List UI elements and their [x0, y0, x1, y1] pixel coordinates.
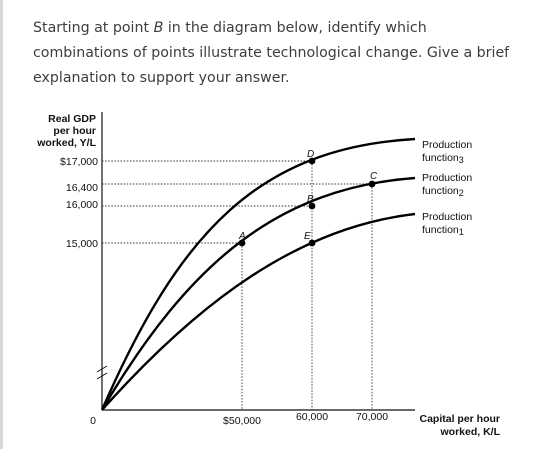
production-function-2-curve [100, 176, 416, 411]
y-tick-15000: 15,000 [66, 238, 98, 250]
point-label-c: C [370, 171, 378, 182]
y-axis-title-line2: per hour [53, 125, 96, 137]
curve-2-label-line2: function2 [422, 185, 464, 198]
y-axis-title-line1: Real GDP [48, 113, 96, 125]
x-tick-50000: $50,000 [223, 415, 261, 427]
question-point-b: B [153, 20, 164, 36]
curve-2-subscript: 2 [459, 188, 464, 198]
point-c [368, 180, 376, 188]
y-tick-16400: 16,400 [66, 182, 98, 194]
curve-1-label-line1: Production [422, 211, 472, 223]
panel-border [0, 0, 3, 449]
question-text-end: in the diagram below, identify which com… [33, 20, 510, 86]
production-function-3-curve [100, 137, 416, 411]
x-tick-60000: 60,000 [296, 411, 328, 423]
y-axis-title-line3: worked, Y/L [36, 137, 96, 149]
x-axis-title-line2: worked, K/L [439, 426, 500, 438]
curve-1-label-line2: function1 [422, 224, 464, 237]
y-tick-17000: $17,000 [60, 156, 98, 168]
question-text-start: Starting at point [33, 20, 154, 36]
point-e [308, 239, 316, 247]
axis-break-mark [96, 365, 108, 380]
point-label-b: B [307, 194, 314, 205]
curve-3-label-line2: function3 [422, 152, 464, 165]
point-d [308, 157, 316, 165]
y-tick-16000: 16,000 [66, 199, 98, 211]
curve-1-subscript: 1 [459, 227, 464, 237]
point-a [238, 239, 246, 247]
x-tick-origin: 0 [90, 415, 96, 427]
point-b [308, 202, 316, 210]
point-label-d: D [307, 149, 314, 160]
x-tick-70000: 70,000 [356, 411, 388, 423]
curve-2-label-line1: Production [422, 172, 472, 184]
curve-2-label-word: function [422, 185, 459, 197]
x-axis-title-line1: Capital per hour [419, 413, 500, 425]
curve-3-subscript: 3 [459, 155, 464, 165]
curve-3-label-line1: Production [422, 139, 472, 151]
point-label-e: E [304, 231, 311, 242]
curve-1-label-word: function [422, 224, 459, 236]
question-text: Starting at point B in the diagram below… [33, 16, 513, 91]
curve-3-label-word: function [422, 152, 459, 164]
production-function-1-curve [101, 212, 416, 411]
point-label-a: A [238, 231, 246, 242]
